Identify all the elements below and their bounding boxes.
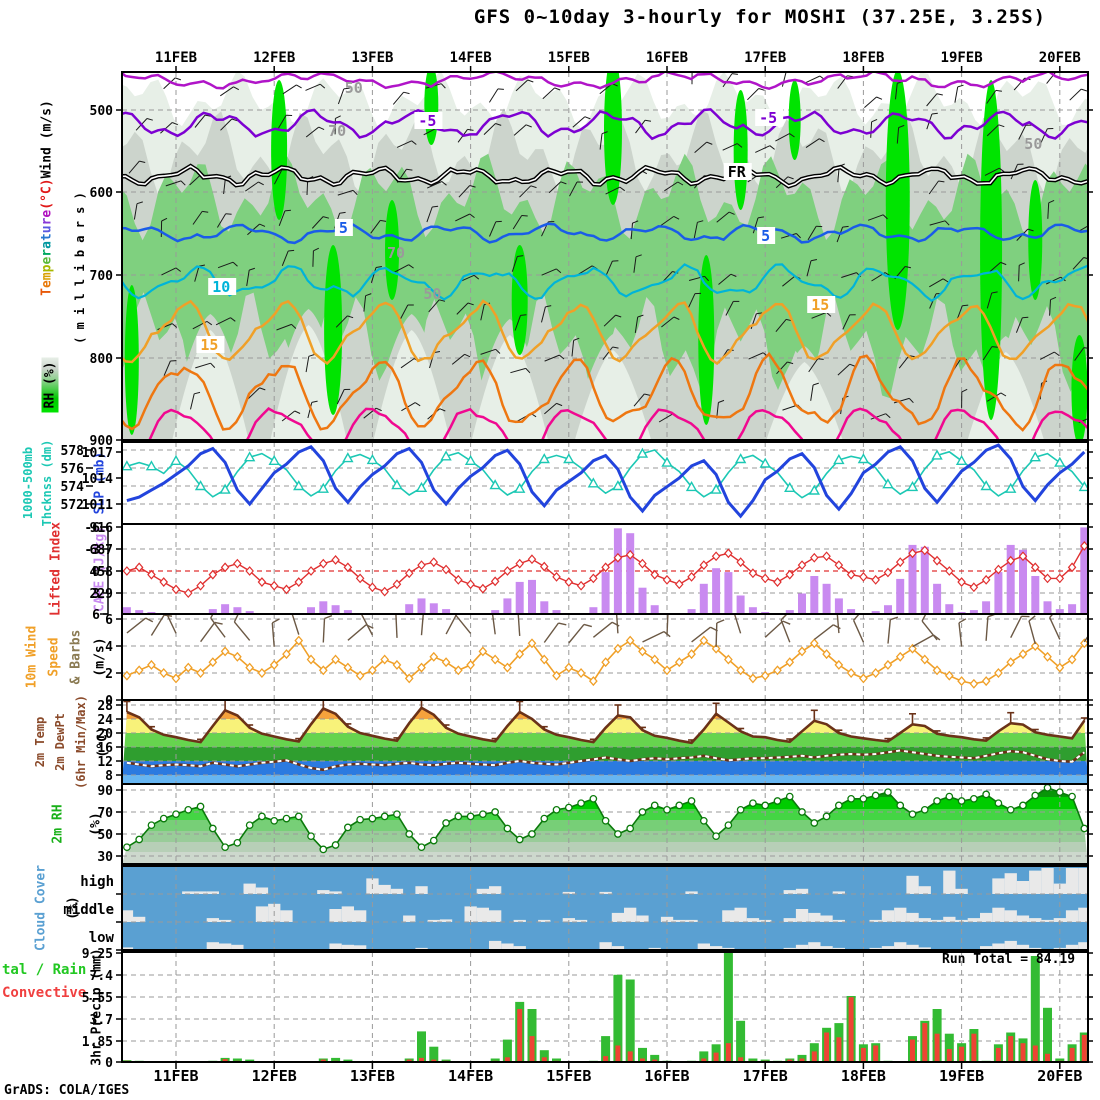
svg-text:19FEB: 19FEB: [939, 1067, 984, 1085]
svg-text:90: 90: [97, 784, 113, 799]
svg-text:9.25: 9.25: [82, 947, 113, 962]
svg-text:-5: -5: [418, 112, 436, 130]
svg-text:8: 8: [105, 769, 113, 784]
svg-text:-6: -6: [84, 521, 100, 536]
svg-text:14FEB: 14FEB: [450, 50, 492, 66]
svg-text:24: 24: [97, 713, 113, 728]
svg-text:low: low: [89, 930, 115, 946]
svg-text:6: 6: [92, 608, 100, 623]
svg-text:3: 3: [92, 587, 100, 602]
svg-text:11FEB: 11FEB: [153, 1067, 198, 1085]
svg-text:17FEB: 17FEB: [743, 1067, 788, 1085]
svg-text:12FEB: 12FEB: [252, 1067, 297, 1085]
svg-text:574: 574: [61, 480, 85, 495]
svg-text:229: 229: [90, 587, 113, 602]
panel-precip: [122, 952, 1088, 1062]
svg-text:50: 50: [423, 285, 441, 303]
svg-text:13FEB: 13FEB: [351, 50, 393, 66]
svg-text:800: 800: [90, 352, 114, 367]
svg-text:12: 12: [97, 755, 113, 770]
svg-text:6: 6: [105, 613, 113, 628]
svg-text:20FEB: 20FEB: [1037, 1067, 1082, 1085]
precip-total-label: tal / Rain: [2, 962, 87, 978]
svg-text:20: 20: [97, 727, 113, 742]
svg-text:7.4: 7.4: [90, 969, 114, 984]
panel-t2m: [122, 700, 1088, 784]
svg-text:FR: FR: [728, 163, 747, 181]
svg-text:5: 5: [339, 219, 348, 237]
svg-text:576: 576: [61, 462, 85, 477]
svg-text:15FEB: 15FEB: [548, 50, 590, 66]
svg-text:5: 5: [761, 227, 770, 245]
svg-text:0: 0: [105, 1056, 113, 1071]
precip-convective-label: Convective: [2, 985, 87, 1001]
svg-text:600: 600: [90, 186, 114, 201]
svg-text:12FEB: 12FEB: [253, 50, 295, 66]
svg-text:10: 10: [212, 278, 230, 296]
svg-text:middle: middle: [63, 902, 114, 918]
svg-text:17FEB: 17FEB: [744, 50, 786, 66]
svg-text:3.7: 3.7: [90, 1013, 113, 1028]
svg-text:13FEB: 13FEB: [350, 1067, 395, 1085]
svg-text:16FEB: 16FEB: [644, 1067, 689, 1085]
svg-text:11FEB: 11FEB: [155, 50, 197, 66]
panel-upper-air: -5 -5 FR 5 5 10 15 15 50 70 70 50 50: [122, 72, 1088, 440]
svg-text:0: 0: [105, 694, 113, 709]
svg-text:14FEB: 14FEB: [448, 1067, 493, 1085]
svg-text:20FEB: 20FEB: [1039, 50, 1081, 66]
svg-text:700: 700: [90, 269, 114, 284]
panel-li-cape: [122, 524, 1088, 614]
svg-text:500: 500: [90, 104, 114, 119]
svg-text:16FEB: 16FEB: [646, 50, 688, 66]
svg-text:1017: 1017: [82, 446, 113, 461]
panel-slp-thickness: [122, 442, 1088, 524]
svg-text:70: 70: [387, 244, 405, 262]
svg-text:687: 687: [90, 543, 113, 558]
svg-text:19FEB: 19FEB: [941, 50, 983, 66]
svg-text:1.85: 1.85: [82, 1035, 113, 1050]
svg-text:-3: -3: [84, 543, 100, 558]
svg-text:0: 0: [92, 565, 100, 580]
svg-text:5.55: 5.55: [82, 991, 113, 1006]
svg-text:2: 2: [105, 667, 113, 682]
svg-text:900: 900: [90, 434, 114, 449]
panel-rh2m: [122, 784, 1088, 864]
svg-text:50: 50: [345, 79, 363, 97]
page-title: GFS 0~10day 3-hourly for MOSHI (37.25E, …: [473, 6, 1047, 28]
run-total-label: Run Total = 84.19: [942, 952, 1076, 967]
svg-text:4: 4: [105, 640, 113, 655]
svg-text:50: 50: [1024, 135, 1042, 153]
svg-text:high: high: [80, 874, 114, 890]
svg-text:18FEB: 18FEB: [841, 1067, 886, 1085]
svg-text:70: 70: [328, 122, 346, 140]
svg-text:16: 16: [97, 741, 113, 756]
panel-wind10m: [122, 614, 1088, 700]
svg-text:50: 50: [97, 828, 113, 843]
svg-text:1014: 1014: [82, 472, 113, 487]
svg-text:70: 70: [97, 806, 113, 821]
svg-text:28: 28: [97, 699, 113, 714]
svg-text:15: 15: [811, 296, 829, 314]
svg-text:15: 15: [200, 336, 218, 354]
svg-text:30: 30: [97, 850, 113, 865]
svg-text:578: 578: [61, 444, 85, 459]
grads-credit: GrADS: COLA/IGES: [4, 1083, 130, 1098]
svg-text:1011: 1011: [82, 498, 113, 513]
svg-text:-5: -5: [759, 109, 777, 127]
svg-text:15FEB: 15FEB: [546, 1067, 591, 1085]
svg-text:18FEB: 18FEB: [842, 50, 884, 66]
svg-text:572: 572: [61, 498, 84, 513]
panel-cloud-cover: [122, 866, 1088, 950]
